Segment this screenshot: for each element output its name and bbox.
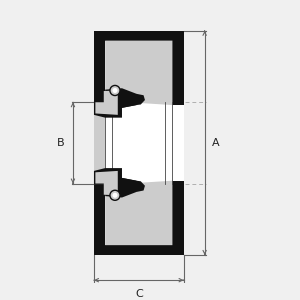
Polygon shape bbox=[94, 168, 136, 197]
Circle shape bbox=[110, 85, 120, 95]
Polygon shape bbox=[94, 101, 105, 185]
Polygon shape bbox=[122, 94, 145, 108]
Polygon shape bbox=[95, 171, 118, 195]
Polygon shape bbox=[122, 178, 145, 192]
Polygon shape bbox=[94, 31, 184, 255]
Text: C: C bbox=[135, 289, 143, 299]
Text: A: A bbox=[212, 138, 220, 148]
Polygon shape bbox=[94, 181, 184, 255]
Circle shape bbox=[112, 88, 118, 93]
Polygon shape bbox=[94, 88, 136, 118]
Circle shape bbox=[110, 190, 120, 200]
Polygon shape bbox=[105, 102, 172, 184]
Text: B: B bbox=[57, 138, 65, 148]
Polygon shape bbox=[95, 91, 118, 115]
Polygon shape bbox=[105, 181, 172, 245]
Circle shape bbox=[112, 193, 118, 198]
Polygon shape bbox=[94, 31, 184, 105]
Polygon shape bbox=[105, 40, 172, 105]
